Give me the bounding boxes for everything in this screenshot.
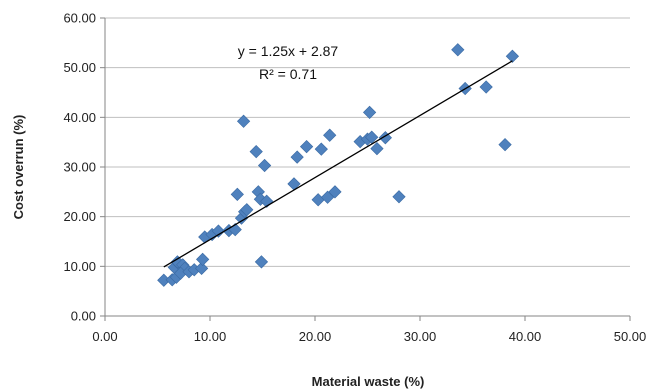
data-point <box>311 193 325 207</box>
data-point <box>211 224 226 238</box>
trendline-group <box>163 60 513 268</box>
data-point <box>254 255 269 269</box>
x-tick-label: 30.00 <box>404 329 437 344</box>
y-tick-label: 30.00 <box>63 160 96 175</box>
data-point <box>196 252 210 267</box>
x-tick-label: 0.00 <box>92 329 117 344</box>
x-tick-label: 20.00 <box>299 329 332 344</box>
data-point <box>314 142 328 156</box>
data-point <box>287 177 301 191</box>
x-tick-labels: 0.00 10.00 20.00 30.00 40.00 50.00 <box>92 329 646 344</box>
x-tick-label: 10.00 <box>194 329 227 344</box>
data-point <box>328 185 342 199</box>
data-point <box>299 140 314 154</box>
trendline <box>163 60 513 268</box>
r-squared-label: R² = 0.71 <box>259 66 317 82</box>
y-tick-label: 0.00 <box>71 309 96 324</box>
data-point <box>230 187 244 201</box>
y-axis-title: Cost overrun (%) <box>11 115 26 220</box>
data-point <box>236 114 251 128</box>
data-point <box>194 261 209 275</box>
y-tick-label: 60.00 <box>63 11 96 26</box>
x-tick-label: 40.00 <box>509 329 542 344</box>
data-point <box>257 158 272 173</box>
data-point <box>505 49 520 63</box>
axes <box>100 17 631 321</box>
x-tick-label: 50.00 <box>614 329 647 344</box>
data-point <box>290 150 304 164</box>
data-point <box>249 144 263 159</box>
y-tick-label: 10.00 <box>63 259 96 274</box>
data-point <box>323 128 337 142</box>
gridlines <box>105 17 630 267</box>
y-tick-label: 40.00 <box>63 110 96 125</box>
data-point <box>240 203 254 217</box>
data-point <box>392 190 406 204</box>
equation-label: y = 1.25x + 2.87 <box>238 43 339 59</box>
data-point <box>451 43 465 57</box>
x-axis-title: Material waste (%) <box>312 374 425 389</box>
y-tick-label: 20.00 <box>63 209 96 224</box>
data-points <box>157 43 520 287</box>
y-tick-labels: 0.00 10.00 20.00 30.00 40.00 50.00 60.00 <box>63 11 96 324</box>
data-point <box>362 105 377 119</box>
y-tick-label: 50.00 <box>63 60 96 75</box>
data-point <box>498 138 512 152</box>
data-point <box>479 80 493 94</box>
data-point <box>370 141 384 156</box>
